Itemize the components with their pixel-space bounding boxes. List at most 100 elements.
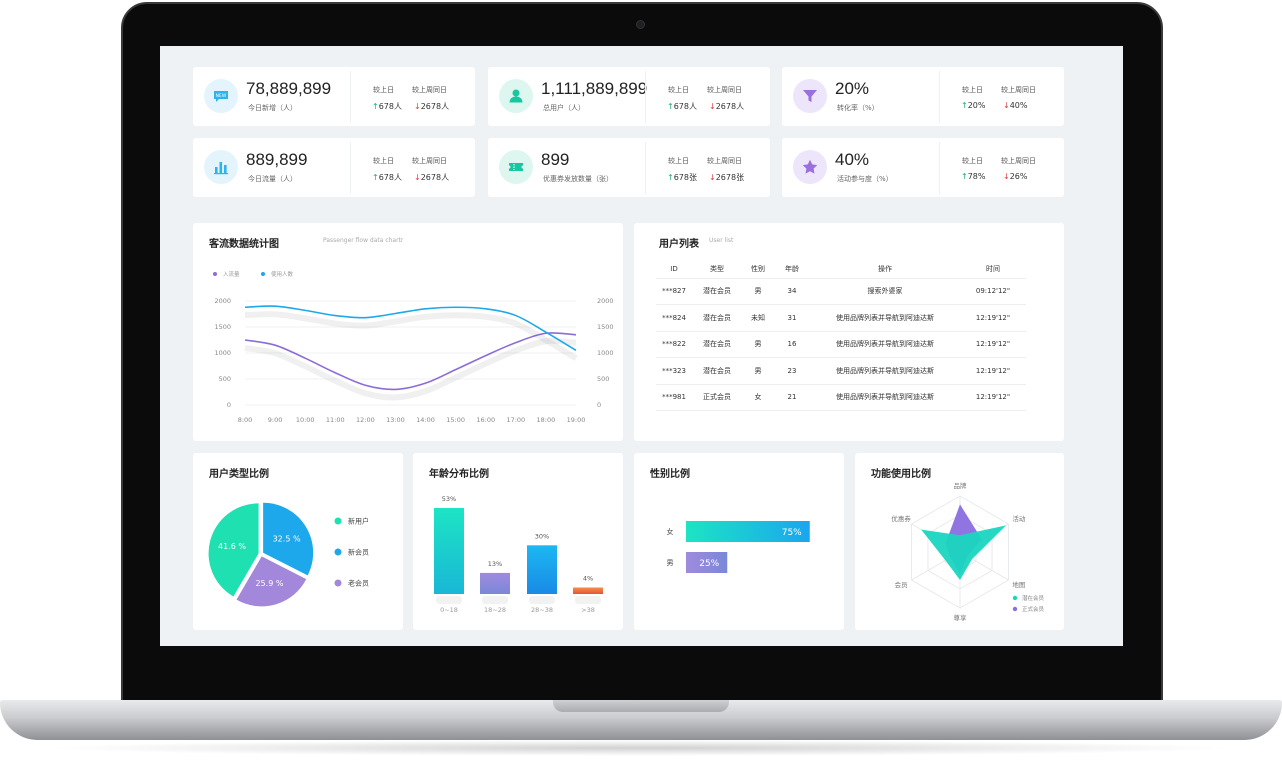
table-cell: 女 <box>742 384 774 411</box>
week-compare-value: 2678人 <box>420 173 450 182</box>
age-bar[interactable] <box>480 572 510 594</box>
table-cell: 12:19'12" <box>960 331 1026 358</box>
table-cell: 31 <box>774 304 810 332</box>
legend-dot <box>213 272 217 276</box>
bar-shadow <box>529 596 555 604</box>
slice-label: 32.5 % <box>273 534 301 543</box>
table-cell: 23 <box>774 357 810 385</box>
bar-chart-icon <box>204 150 238 184</box>
user-icon <box>499 79 533 113</box>
flow-title: 客流数据统计图 <box>209 239 279 250</box>
week-compare-label: 较上周同日 <box>707 86 742 94</box>
user-list-title: 用户列表 <box>659 239 699 250</box>
stat-label: 优惠券发放数量（张） <box>543 175 613 183</box>
day-compare-value: 678人 <box>378 173 402 182</box>
day-compare: ↑678人 <box>372 101 402 112</box>
table-row[interactable]: ***981 正式会员女 21 使用品牌列表并导航到阿迪达斯 12:19'12" <box>656 384 1026 411</box>
y-tick-right: 0 <box>597 401 601 409</box>
stat-value: 20% <box>835 79 870 98</box>
day-compare: ↑20% <box>961 101 985 110</box>
pie-slice[interactable] <box>263 502 314 576</box>
stat-divider <box>645 142 646 194</box>
table-cell: 潜在会员 <box>692 278 742 305</box>
radar-area[interactable] <box>921 525 1007 580</box>
stat-card: 1,111,889,899 总用户（人） 较上日 较上周同日 ↑678人 ↓2678人 <box>488 67 770 126</box>
age-bar-chart: 53% 0~18 13% 18~28 30% 28~38 4% >38 <box>434 495 603 614</box>
user-type-card: 用户类型比例 41.6 % 32.5 % 25.9 % 新用户 新会员 老会员 <box>193 453 403 630</box>
stat-label: 总用户（人） <box>543 104 585 112</box>
stat-divider <box>350 71 351 123</box>
stat-divider <box>939 71 940 123</box>
legend-dot <box>334 579 342 587</box>
table-cell: 搜索外婆家 <box>810 278 960 305</box>
stat-value: 899 <box>541 150 570 169</box>
age-bar[interactable] <box>527 545 557 594</box>
week-compare-label: 较上周同日 <box>1001 86 1036 94</box>
day-compare-value: 678人 <box>378 102 402 111</box>
stat-label: 今日新增（人） <box>248 104 297 112</box>
radar-axis-label: 活动 <box>1012 514 1026 523</box>
week-compare-value: 40% <box>1009 101 1028 110</box>
arrow-down-icon: ↓ <box>709 173 716 182</box>
y-tick-left: 0 <box>227 401 231 409</box>
arrow-up-icon: ↑ <box>372 173 379 182</box>
stat-value: 40% <box>835 150 870 169</box>
week-compare: ↓26% <box>1003 172 1027 181</box>
pie-slice[interactable] <box>236 556 307 607</box>
stat-card: 889,899 今日流量（人） 较上日 较上周同日 ↑678人 ↓2678人 <box>193 138 475 197</box>
day-compare: ↑678人 <box>372 172 402 183</box>
bar-value-label: 4% <box>583 575 593 583</box>
stat-divider <box>350 142 351 194</box>
gender-bar[interactable] <box>686 521 810 542</box>
bar-shadow <box>436 596 462 604</box>
bar-value-label: 30% <box>535 532 549 540</box>
table-cell: 男 <box>742 278 774 305</box>
day-compare-label: 较上日 <box>668 157 689 165</box>
x-tick: 12:00 <box>356 416 375 424</box>
age-bar[interactable] <box>434 508 464 594</box>
week-compare-value: 2678人 <box>715 102 745 111</box>
arrow-down-icon: ↓ <box>1003 172 1010 181</box>
day-compare: ↑78% <box>961 172 985 181</box>
x-tick: 9:00 <box>268 416 283 424</box>
radar-axis-label: 品牌 <box>954 481 968 490</box>
svg-text:NEW: NEW <box>216 93 227 99</box>
arrow-up-icon: ↑ <box>372 102 379 111</box>
table-row[interactable]: ***323 潜在会员男 23 使用品牌列表并导航到阿迪达斯 12:19'12" <box>656 357 1026 385</box>
table-cell: ***981 <box>656 384 692 411</box>
x-tick: 10:00 <box>296 416 315 424</box>
column-header: 操作 <box>810 260 960 279</box>
arrow-down-icon: ↓ <box>1003 101 1010 110</box>
table-row[interactable]: ***824 潜在会员 未知 31 使用品牌列表并导航到阿迪达斯 12:19'12" <box>656 304 1026 332</box>
table-cell: 正式会员 <box>692 384 742 411</box>
table-cell: ***822 <box>656 331 692 358</box>
slice-label: 41.6 % <box>218 542 246 551</box>
age-bar[interactable] <box>573 587 603 594</box>
y-tick-right: 2000 <box>597 297 614 305</box>
table-row[interactable]: ***822 潜在会员男 16 使用品牌列表并导航到阿迪达斯 12:19'12" <box>656 331 1026 358</box>
gender-bar[interactable] <box>686 552 728 573</box>
day-compare: ↑678人 <box>667 101 697 112</box>
column-header: 年龄 <box>774 260 810 279</box>
new-badge-icon: NEW <box>204 79 238 113</box>
legend-label: 潜在会员 <box>1022 594 1045 602</box>
x-tick: 17:00 <box>506 416 525 424</box>
legend-label: 新会员 <box>348 548 369 557</box>
x-tick: 13:00 <box>386 416 405 424</box>
y-tick-left: 1500 <box>214 323 231 331</box>
table-cell: 男 <box>742 357 774 385</box>
x-tick: 28~38 <box>531 606 553 614</box>
table-cell: 男 <box>742 331 774 358</box>
stat-value: 78,889,899 <box>246 79 332 98</box>
table-cell: 使用品牌列表并导航到阿迪达斯 <box>810 357 960 385</box>
feature-title: 功能使用比例 <box>871 469 931 480</box>
pie-slice[interactable] <box>208 503 259 597</box>
table-cell: 潜在会员 <box>692 331 742 358</box>
y-tick-left: 500 <box>219 375 231 383</box>
y-tick-left: 2000 <box>214 297 231 305</box>
legend-dot <box>334 517 342 525</box>
table-cell: 潜在会员 <box>692 357 742 385</box>
day-compare-label: 较上日 <box>962 157 983 165</box>
table-row[interactable]: ***827 潜在会员男 34 搜索外婆家 09:12'12" <box>656 278 1026 305</box>
